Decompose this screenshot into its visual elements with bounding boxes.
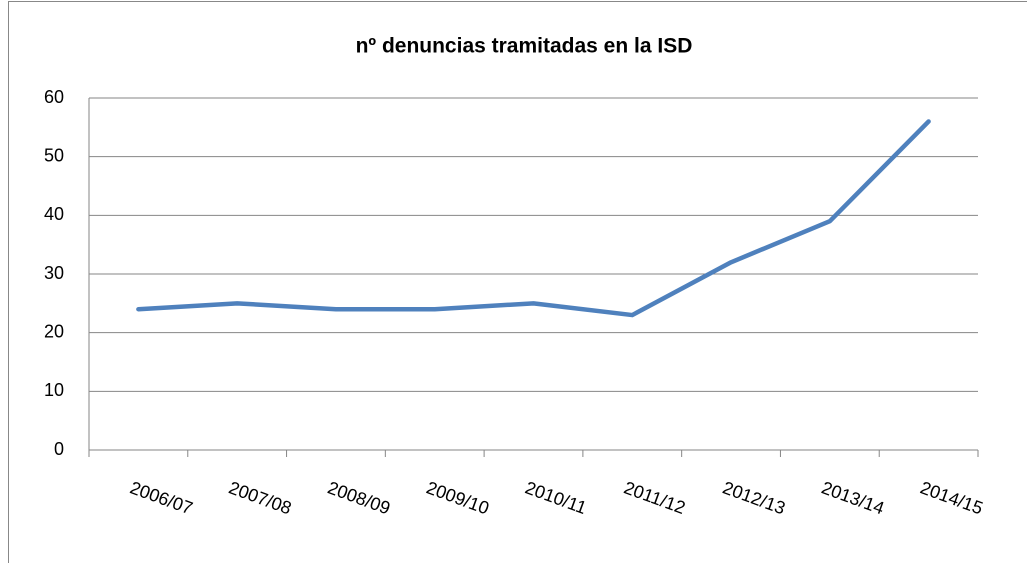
chart-title: nº denuncias tramitadas en la ISD bbox=[356, 35, 693, 58]
y-tick-label: 20 bbox=[44, 321, 64, 341]
y-tick-label: 50 bbox=[44, 145, 64, 165]
y-tick-label: 60 bbox=[44, 87, 64, 107]
data-line bbox=[136, 119, 931, 318]
chart-frame bbox=[8, 1, 1027, 563]
y-tick-label: 40 bbox=[44, 204, 64, 224]
y-tick-label: 0 bbox=[54, 439, 64, 459]
y-tick-label: 10 bbox=[44, 380, 64, 400]
y-tick-label: 30 bbox=[44, 263, 64, 283]
